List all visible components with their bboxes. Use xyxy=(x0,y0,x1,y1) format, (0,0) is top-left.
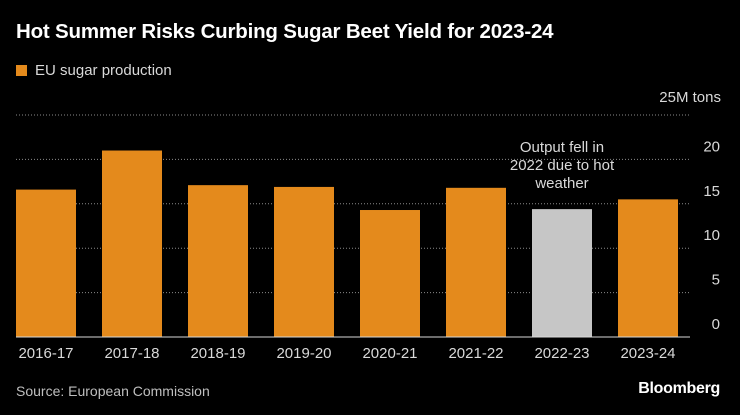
x-tick-label: 2022-23 xyxy=(534,345,589,362)
x-tick-label: 2020-21 xyxy=(362,345,417,362)
y-tick-label: 0 xyxy=(712,316,720,333)
annotation-line: Output fell in xyxy=(520,139,604,156)
x-tick-label: 2019-20 xyxy=(276,345,331,362)
y-tick-label: 5 xyxy=(712,272,720,289)
x-tick-label: 2018-19 xyxy=(190,345,245,362)
y-tick-label: 15 xyxy=(703,183,720,200)
x-tick-label: 2017-18 xyxy=(104,345,159,362)
bar-2021-22 xyxy=(446,187,506,337)
y-tick-label: 20 xyxy=(703,138,720,155)
annotation-line: weather xyxy=(534,175,588,192)
bar-2017-18 xyxy=(102,150,162,337)
bar-2020-21 xyxy=(360,210,420,337)
bar-2019-20 xyxy=(274,186,334,337)
legend-swatch xyxy=(16,65,27,76)
bar-2018-19 xyxy=(188,185,248,337)
x-tick-label: 2023-24 xyxy=(620,345,675,362)
bar-2023-24 xyxy=(618,199,678,337)
annotation-line: 2022 due to hot xyxy=(510,157,615,174)
y-axis-unit-label: 25M tons xyxy=(659,89,721,106)
bar-2022-23 xyxy=(532,209,592,337)
source-note: Source: European Commission xyxy=(16,383,210,399)
legend-label: EU sugar production xyxy=(35,62,172,79)
chart-title: Hot Summer Risks Curbing Sugar Beet Yiel… xyxy=(16,20,554,43)
bar-2016-17 xyxy=(16,189,76,337)
legend: EU sugar production xyxy=(16,62,172,79)
x-tick-label: 2021-22 xyxy=(448,345,503,362)
bloomberg-logo: Bloomberg xyxy=(638,380,720,397)
y-tick-label: 10 xyxy=(703,227,720,244)
x-tick-label: 2016-17 xyxy=(18,345,73,362)
